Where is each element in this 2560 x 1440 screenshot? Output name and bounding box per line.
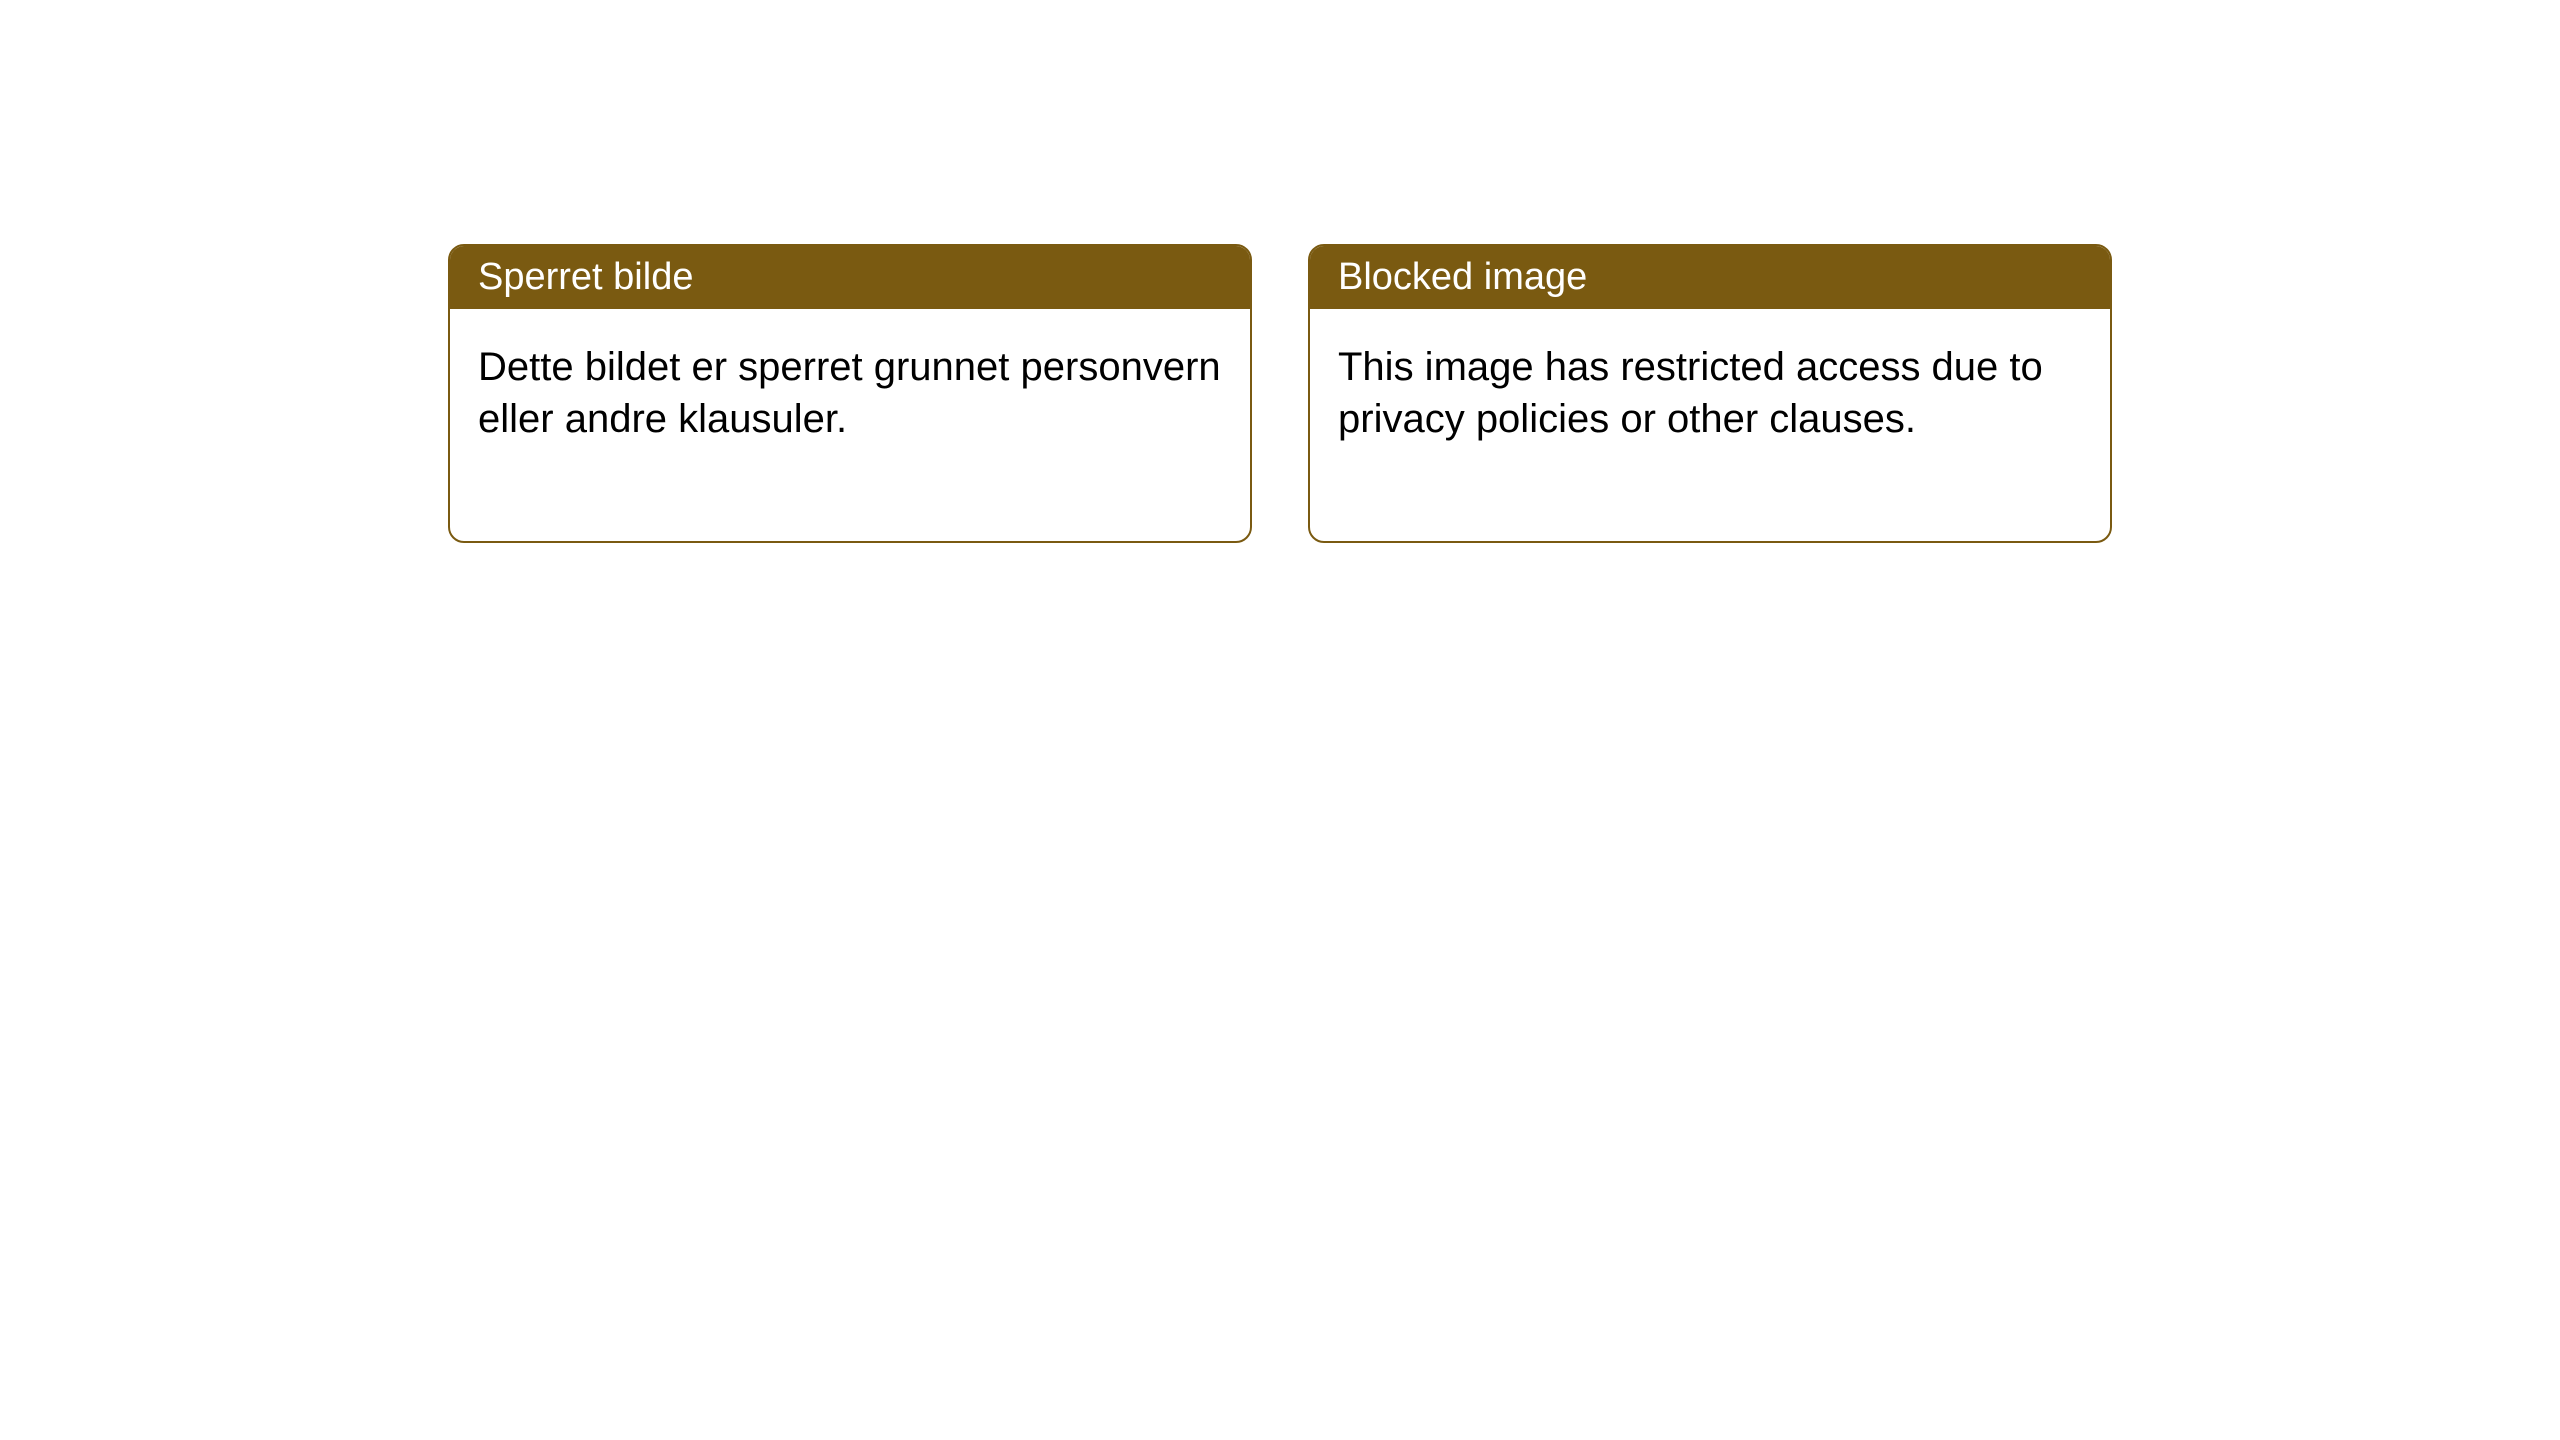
notice-box-norwegian: Sperret bilde Dette bildet er sperret gr… [448,244,1252,543]
notice-header-english: Blocked image [1310,246,2110,309]
notice-header-norwegian: Sperret bilde [450,246,1250,309]
notice-body-english: This image has restricted access due to … [1310,309,2110,541]
notice-message: Dette bildet er sperret grunnet personve… [478,345,1221,441]
notice-title: Blocked image [1338,256,1587,298]
notice-title: Sperret bilde [478,256,693,298]
notice-message: This image has restricted access due to … [1338,345,2043,441]
notice-box-english: Blocked image This image has restricted … [1308,244,2112,543]
notice-body-norwegian: Dette bildet er sperret grunnet personve… [450,309,1250,541]
notices-container: Sperret bilde Dette bildet er sperret gr… [448,244,2112,543]
